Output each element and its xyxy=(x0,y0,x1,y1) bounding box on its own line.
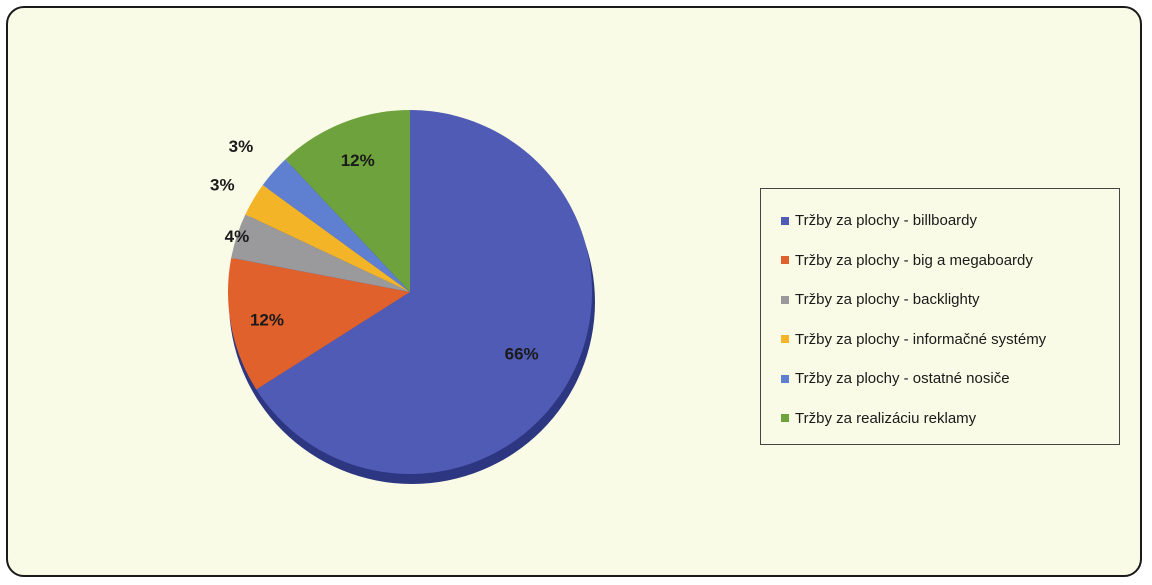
slice-data-label: 12% xyxy=(250,310,284,329)
legend-item: Tržby za plochy - backlighty xyxy=(781,280,1119,320)
pie-slice xyxy=(262,159,410,292)
legend-label: Tržby za plochy - backlighty xyxy=(795,291,980,309)
legend-swatch xyxy=(781,256,789,265)
pie-slice xyxy=(285,110,410,292)
legend-item: Tržby za plochy - big a megaboardy xyxy=(781,241,1119,281)
legend-item: Tržby za plochy - ostatné nosiče xyxy=(781,359,1119,399)
legend-item: Tržby za plochy - billboardy xyxy=(781,201,1119,241)
pie-labels: 66% 12% 4% 3% 3% 12% xyxy=(210,137,539,363)
legend-label: Tržby za plochy - ostatné nosiče xyxy=(795,370,1010,388)
legend-label: Tržby za plochy - big a megaboardy xyxy=(795,251,1033,269)
pie-slice xyxy=(231,214,410,292)
legend-label: Tržby za plochy - informačné systémy xyxy=(795,330,1047,348)
legend-swatch xyxy=(781,414,789,423)
chart-frame: 66% 12% 4% 3% 3% 12% Tržby za plochy - billbo… xyxy=(6,6,1142,577)
legend-label: Tržby za realizáciu reklamy xyxy=(795,409,977,427)
legend-item: Tržby za plochy - informačné systémy xyxy=(781,320,1119,360)
legend-item: Tržby za realizáciu reklamy xyxy=(781,399,1119,439)
slice-data-label: 4% xyxy=(225,227,250,246)
slice-data-label: 12% xyxy=(341,151,375,170)
slice-data-label: 3% xyxy=(210,176,235,195)
pie-slice xyxy=(256,110,592,474)
legend-swatch xyxy=(781,335,789,344)
slice-data-label: 3% xyxy=(229,137,254,156)
legend-swatch xyxy=(781,374,789,383)
legend-label: Tržby za plochy - billboardy xyxy=(795,212,978,230)
pie-slices xyxy=(228,110,592,474)
pie-chart: 66% 12% 4% 3% 3% 12% xyxy=(210,110,595,484)
pie-slice xyxy=(228,257,410,390)
slice-data-label: 66% xyxy=(505,344,539,363)
legend-swatch xyxy=(781,295,789,304)
pie-slice xyxy=(245,185,410,292)
legend-swatch xyxy=(781,216,789,225)
chart-legend: Tržby za plochy - billboardy Tržby za pl… xyxy=(760,188,1120,445)
